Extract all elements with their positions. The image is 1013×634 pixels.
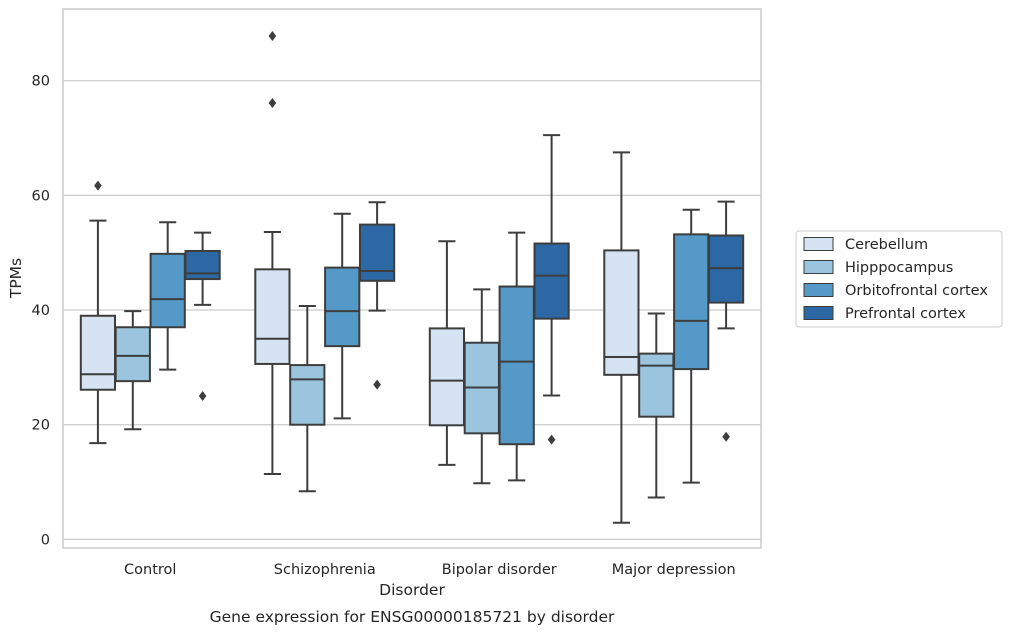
box-0-3 (184, 231, 221, 402)
y-tick-label: 20 (32, 418, 50, 434)
box-3-1 (638, 312, 675, 499)
legend-label: Orbitofrontal cortex (845, 283, 988, 299)
box-iqr (149, 252, 186, 329)
box-iqr (114, 326, 151, 383)
y-tick-label: 60 (32, 188, 50, 204)
box-iqr (673, 233, 710, 371)
y-axis-ticks: 0 20 40 60 80 (32, 74, 50, 549)
box-1-3 (358, 201, 396, 390)
box-iqr (603, 249, 640, 376)
legend: Cerebellum Hipppocampus Orbitofrontal cort… (795, 230, 1003, 328)
box-3-3 (707, 200, 745, 442)
legend-swatch (803, 283, 834, 297)
box-3-0 (603, 151, 640, 524)
box-iqr (254, 268, 291, 365)
x-tick-label: Bipolar disorder (442, 562, 557, 578)
x-tick-label: Major depression (612, 562, 736, 578)
outlier-point (547, 434, 556, 445)
box-iqr (289, 364, 326, 426)
legend-label: Cerebellum (845, 237, 928, 253)
outlier-point (373, 379, 381, 390)
box-0-0 (79, 180, 117, 445)
box-2-2 (498, 231, 535, 482)
box-0-2 (149, 221, 186, 371)
y-tick-label: 80 (32, 74, 50, 90)
y-axis-title: TPMs (7, 258, 25, 299)
box-2-1 (463, 288, 500, 485)
legend-swatch (803, 306, 834, 320)
legend-label: Prefrontal cortex (845, 306, 966, 322)
box-0-1 (114, 310, 151, 431)
outlier-point (722, 431, 730, 442)
box-iqr (638, 352, 675, 418)
box-iqr (498, 285, 535, 446)
y-tick-label: 40 (32, 303, 50, 319)
box-iqr (358, 223, 396, 282)
box-2-3 (533, 134, 570, 445)
box-1-2 (324, 212, 361, 420)
x-axis-title: Disorder (379, 581, 445, 599)
box-iqr (79, 314, 117, 391)
x-tick-label: Control (124, 562, 176, 578)
box-1-1 (289, 305, 326, 493)
box-3-2 (673, 208, 710, 484)
box-1-0 (254, 30, 291, 476)
chart-title: Gene expression for ENSG00000185721 by d… (210, 608, 615, 626)
legend-swatch (803, 237, 834, 251)
box-iqr (428, 327, 466, 427)
x-tick-label: Schizophrenia (274, 562, 376, 578)
legend-frame (795, 230, 1003, 328)
legend-label: Hipppocampus (845, 260, 953, 276)
outlier-point (198, 391, 207, 402)
box-iqr (184, 249, 221, 281)
box-iqr (533, 242, 570, 320)
y-tick-label: 0 (41, 532, 50, 548)
plot-frame (62, 8, 762, 549)
outlier-point (268, 30, 277, 41)
outlier-point (268, 98, 277, 109)
x-axis-ticks: Control Schizophrenia Bipolar disorder Majo… (124, 562, 736, 578)
box-groups (79, 30, 745, 524)
legend-swatch (803, 260, 834, 274)
outlier-point (94, 180, 102, 191)
box-iqr (324, 266, 361, 348)
